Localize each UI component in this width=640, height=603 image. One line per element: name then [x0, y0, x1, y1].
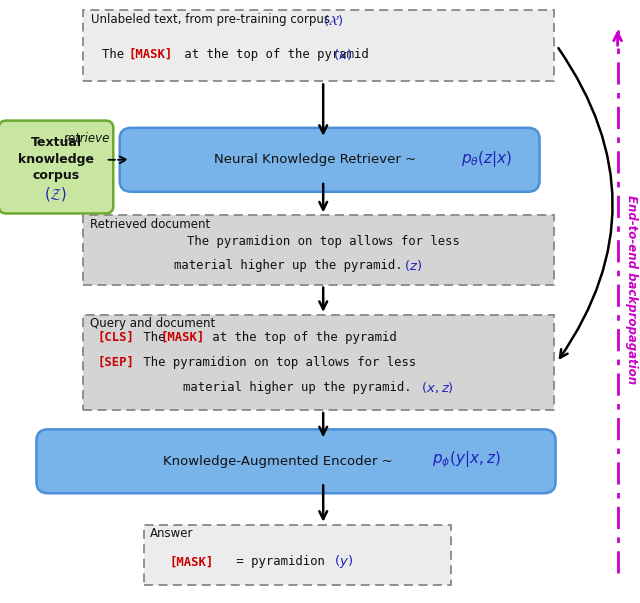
Text: at the top of the pyramid: at the top of the pyramid	[205, 331, 397, 344]
Text: Knowledge-Augmented Encoder ~: Knowledge-Augmented Encoder ~	[163, 455, 397, 468]
Text: $(\mathcal{X})$: $(\mathcal{X})$	[323, 13, 344, 28]
FancyBboxPatch shape	[120, 128, 540, 192]
Text: $(\mathcal{Z})$: $(\mathcal{Z})$	[44, 185, 68, 203]
Text: The: The	[102, 48, 132, 61]
Text: $(y)$: $(y)$	[330, 554, 353, 570]
Text: Neural Knowledge Retriever ~: Neural Knowledge Retriever ~	[214, 153, 420, 166]
Text: $p_\theta(z|x)$: $p_\theta(z|x)$	[461, 148, 512, 169]
Text: Unlabeled text, from pre-training corpus: Unlabeled text, from pre-training corpus	[91, 13, 330, 27]
Text: The pyramidion on top allows for less: The pyramidion on top allows for less	[187, 235, 460, 248]
Text: Retrieved document: Retrieved document	[90, 218, 210, 231]
Text: The: The	[136, 331, 173, 344]
Text: [SEP]: [SEP]	[97, 356, 134, 369]
Text: Textual: Textual	[31, 136, 81, 150]
Text: retrieve: retrieve	[63, 131, 109, 145]
Text: knowledge: knowledge	[18, 153, 94, 166]
Text: [CLS]: [CLS]	[97, 331, 134, 344]
Text: material higher up the pyramid.: material higher up the pyramid.	[183, 380, 412, 394]
FancyBboxPatch shape	[83, 315, 554, 410]
Text: $(x, z)$: $(x, z)$	[417, 380, 454, 395]
FancyBboxPatch shape	[83, 215, 554, 285]
Text: $(z)$: $(z)$	[400, 257, 422, 273]
Text: at the top of the pyramid: at the top of the pyramid	[177, 48, 369, 61]
Text: material higher up the pyramid.: material higher up the pyramid.	[173, 259, 403, 272]
Text: The pyramidion on top allows for less: The pyramidion on top allows for less	[136, 356, 416, 369]
Text: $(x)$: $(x)$	[329, 47, 352, 62]
Text: $p_\phi(y|x,z)$: $p_\phi(y|x,z)$	[433, 450, 501, 470]
Text: [MASK]: [MASK]	[129, 48, 173, 61]
FancyBboxPatch shape	[36, 429, 556, 493]
Text: corpus: corpus	[33, 169, 79, 182]
Text: End-to-end backpropagation: End-to-end backpropagation	[625, 195, 638, 384]
Text: [MASK]: [MASK]	[170, 555, 214, 569]
Text: Answer: Answer	[150, 527, 194, 540]
Text: [MASK]: [MASK]	[161, 331, 205, 344]
Text: Query and document: Query and document	[90, 317, 215, 330]
FancyBboxPatch shape	[144, 525, 451, 585]
FancyBboxPatch shape	[0, 121, 113, 213]
Text: = pyramidion: = pyramidion	[229, 555, 325, 569]
FancyBboxPatch shape	[83, 10, 554, 81]
